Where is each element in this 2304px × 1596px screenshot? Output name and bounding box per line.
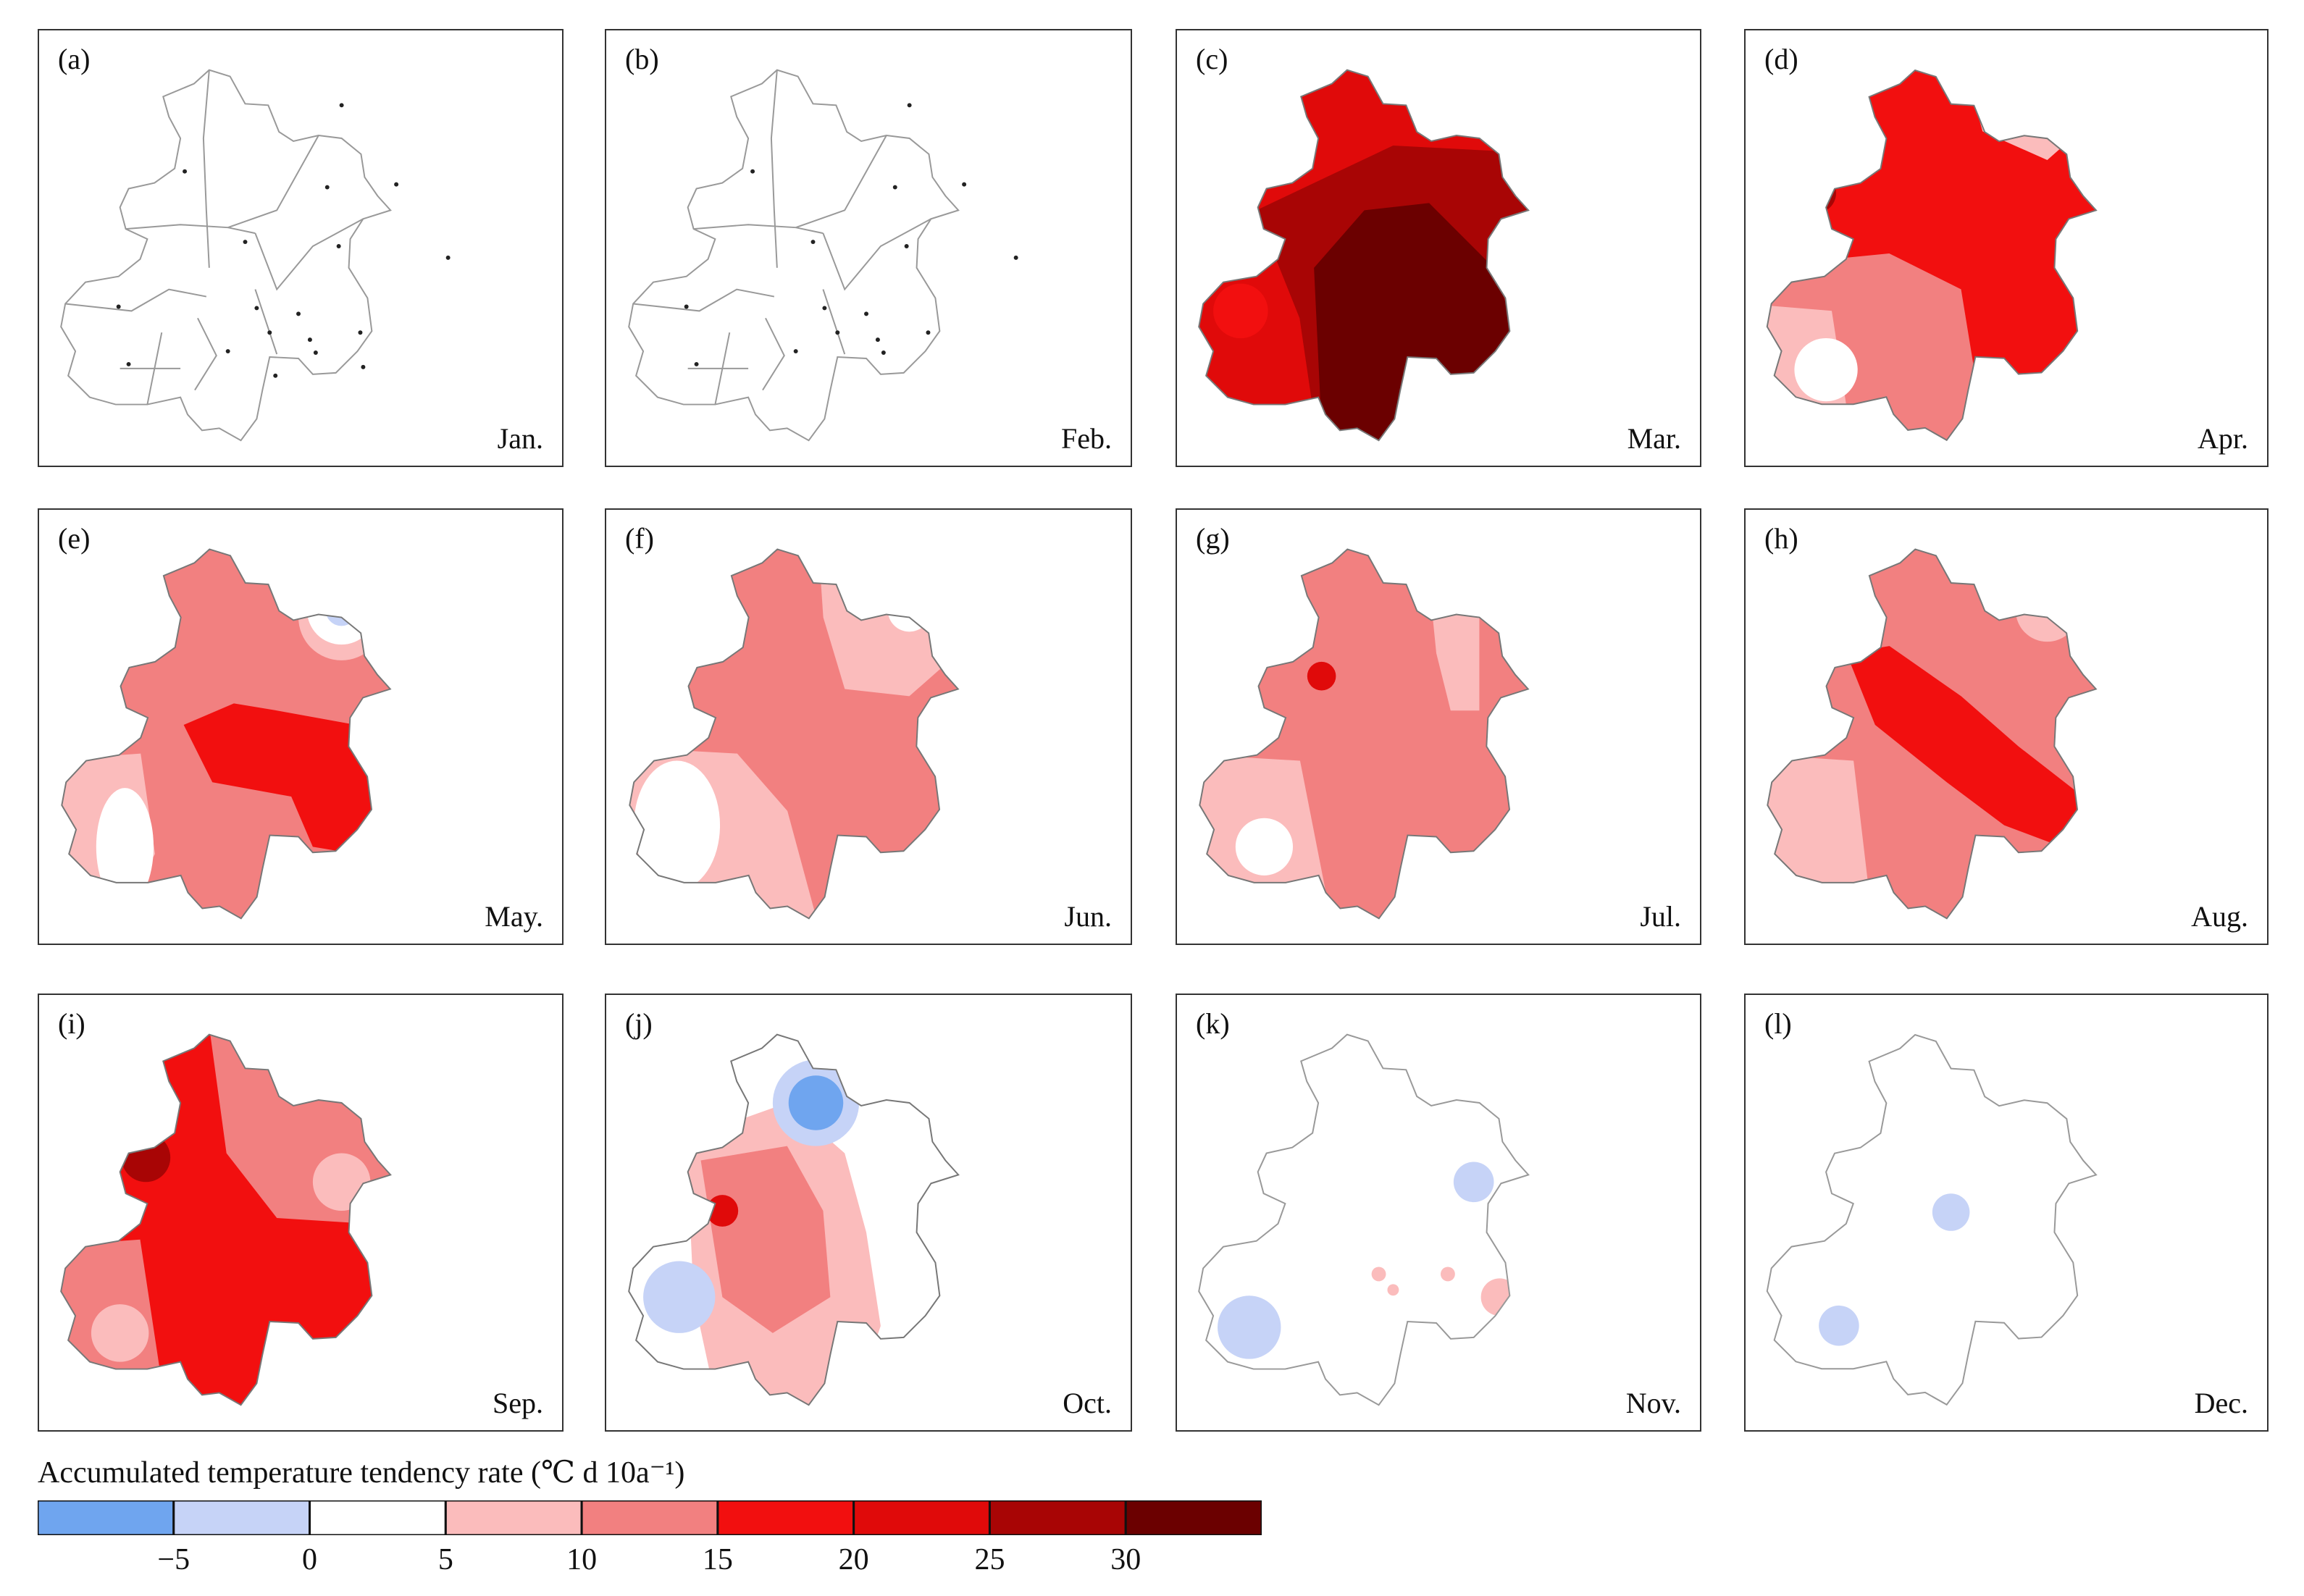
colorbar-tick-label: 10: [566, 1543, 598, 1576]
colorbar-tick-label: 20: [838, 1543, 869, 1576]
month-label: Nov.: [1625, 1387, 1681, 1419]
map-panel-oct: (j) Oct.: [605, 994, 1132, 1432]
map-panel-jul: (g) Jul.: [1176, 508, 1701, 945]
month-label: Feb.: [1061, 422, 1112, 455]
beijing-map: [60, 1033, 392, 1406]
panel-label: (b): [625, 43, 659, 75]
beijing-map: [1198, 69, 1530, 442]
map-panel-aug: (h) Aug.: [1744, 508, 2269, 945]
colorbar-tick-label: 25: [974, 1543, 1005, 1576]
month-label: Sep.: [493, 1387, 543, 1419]
panel-label: (k): [1196, 1007, 1230, 1040]
colorbar-bin-1: [172, 1500, 311, 1535]
colorbar-bin-6: [853, 1500, 991, 1535]
map-panel-apr: (d) Apr.: [1744, 29, 2269, 467]
colorbar-tick-label: −5: [157, 1543, 190, 1576]
map-panel-jan: (a) Jan.: [38, 29, 564, 467]
beijing-map: [1766, 1033, 2098, 1406]
map-panel-sep: (i) Sep.: [38, 994, 564, 1432]
beijing-map: [61, 548, 392, 920]
colorbar-bin-2: [309, 1500, 447, 1535]
panel-label: (c): [1196, 43, 1228, 75]
month-label: May.: [485, 900, 543, 933]
colorbar-bin-7: [988, 1500, 1127, 1535]
panel-label: (d): [1764, 43, 1798, 75]
map-panel-nov: (k) Nov.: [1176, 994, 1701, 1432]
month-label: Aug.: [2191, 900, 2248, 933]
panel-label: (f): [625, 522, 654, 555]
map-panel-mar: (c) Mar.: [1176, 29, 1701, 467]
map-panel-may: (e) May.: [38, 508, 564, 945]
beijing-map: [628, 69, 1018, 442]
panel-label: (i): [58, 1007, 85, 1040]
panel-label: (e): [58, 522, 91, 555]
month-label: Dec.: [2194, 1387, 2248, 1419]
colorbar: [38, 1500, 1262, 1535]
beijing-map: [60, 69, 451, 442]
month-label: Jun.: [1064, 900, 1112, 933]
panel-label: (g): [1196, 522, 1230, 555]
beijing-map: [1199, 548, 1530, 920]
colorbar-title: Accumulated temperature tendency rate (℃…: [38, 1456, 685, 1490]
colorbar-bin-5: [716, 1500, 855, 1535]
month-label: Jan.: [497, 422, 543, 455]
beijing-map: [629, 548, 960, 920]
beijing-map: [1198, 1033, 1530, 1406]
colorbar-bin-8: [1124, 1500, 1262, 1535]
panel-label: (a): [58, 43, 91, 75]
map-panel-dec: (l) Dec.: [1744, 994, 2269, 1432]
colorbar-tick-label: 30: [1110, 1543, 1141, 1576]
colorbar-tick-label: 15: [702, 1543, 733, 1576]
colorbar-tick-label: 0: [302, 1543, 318, 1576]
panel-label: (j): [625, 1007, 653, 1040]
panel-label: (h): [1764, 522, 1798, 555]
colorbar-bin-4: [580, 1500, 719, 1535]
map-panel-feb: (b) Feb.: [605, 29, 1132, 467]
beijing-map: [628, 1033, 960, 1406]
map-panel-jun: (f) Jun.: [605, 508, 1132, 945]
month-label: Oct.: [1063, 1387, 1112, 1419]
panel-label: (l): [1764, 1007, 1792, 1040]
month-label: Jul.: [1640, 900, 1681, 933]
month-label: Mar.: [1627, 422, 1681, 455]
colorbar-tick-label: 5: [437, 1543, 453, 1576]
beijing-map: [1766, 69, 2098, 442]
colorbar-bin-0: [38, 1500, 175, 1535]
colorbar-bin-3: [444, 1500, 583, 1535]
beijing-map: [1767, 548, 2098, 920]
month-label: Apr.: [2198, 422, 2248, 455]
